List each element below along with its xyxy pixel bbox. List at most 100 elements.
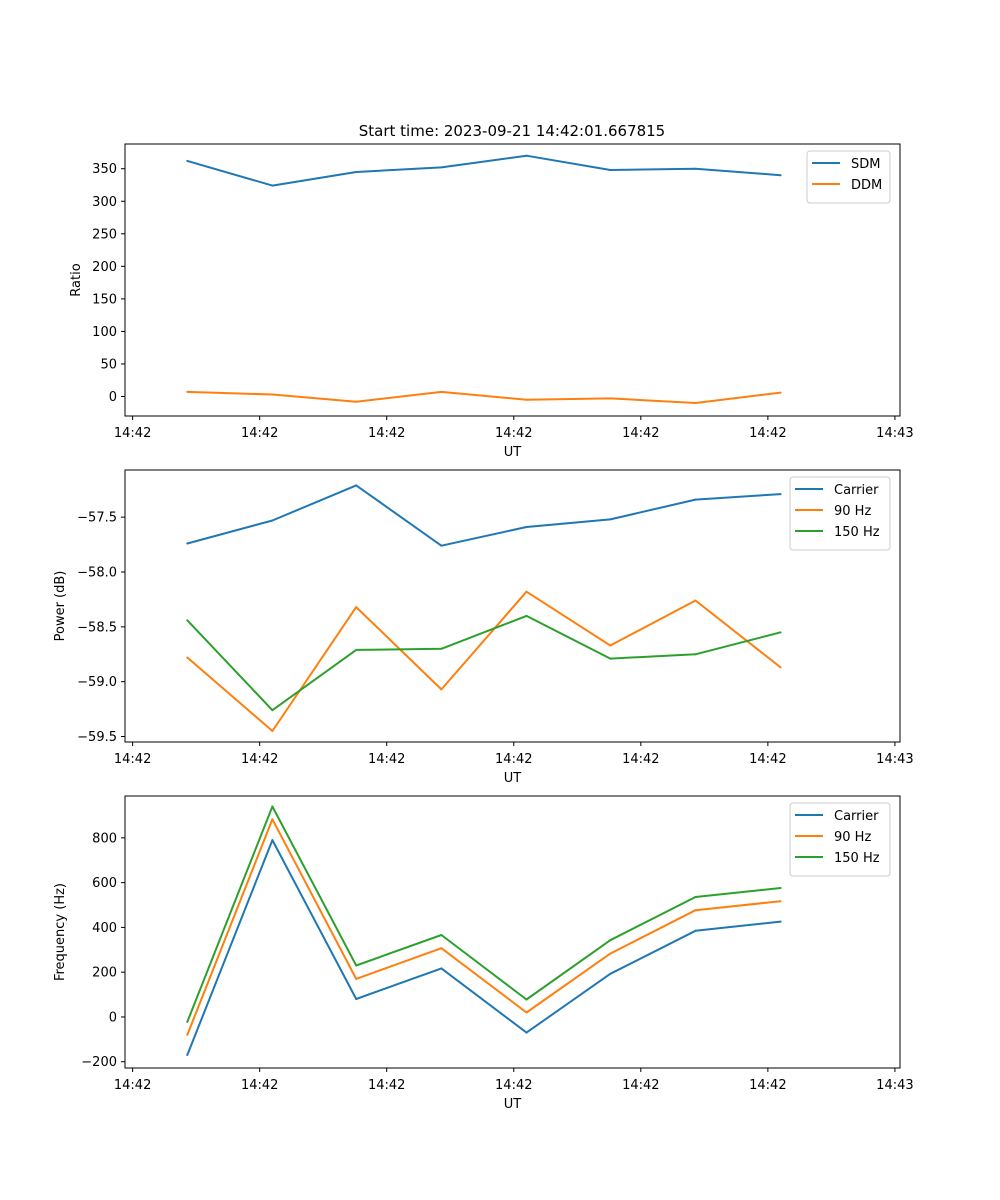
data-point-150-hz [609,657,612,660]
x-tick-label: 14:42 [622,752,659,767]
data-point-150-hz [779,887,782,890]
data-point-sdm [609,169,612,172]
axes-frame [124,469,901,743]
data-point-carrier [271,839,274,842]
data-point-ddm [694,401,697,404]
legend-label: 90 Hz [834,830,871,845]
y-axis-label: Frequency (Hz) [53,883,68,981]
y-tick-label: 300 [92,195,117,210]
x-axis-label: UT [504,445,522,460]
data-point-sdm [694,167,697,170]
y-tick-label: 150 [92,292,117,307]
data-point-carrier [355,998,358,1001]
x-tick-label: 14:43 [876,752,913,767]
series-line-carrier [187,484,781,547]
x-tick-label: 14:42 [749,426,786,441]
data-point-90-hz [440,688,443,691]
x-tick-label: 14:42 [114,426,151,441]
y-tick-label: 100 [92,325,117,340]
frequency-chart: −200 0 200 400 600 800 14:42 14:42 14:42 14:42 14:… [53,795,914,1112]
data-point-carrier [609,972,612,975]
y-tick-label: 0 [109,1010,117,1025]
data-point-sdm [525,154,528,157]
data-point-150-hz [271,805,274,808]
data-point-150-hz [186,619,189,622]
series-line-ddm [187,390,781,404]
x-tick-label: 14:42 [241,426,278,441]
data-point-carrier [694,498,697,501]
y-tick-label: 200 [92,966,117,981]
y-tick-label: −59.5 [77,730,117,745]
data-point-90-hz [525,1011,528,1014]
x-tick-label: 14:42 [622,426,659,441]
series-line-150-hz [186,614,781,712]
x-tick-label: 14:42 [368,752,405,767]
data-point-carrier [186,542,189,545]
axes-frame [124,143,901,417]
data-point-150-hz [694,895,697,898]
y-axis-label: Ratio [69,263,84,296]
series-line-carrier [186,839,781,1056]
series-line-90-hz [186,590,782,732]
y-tick-label: 0 [109,390,117,405]
x-tick-label: 14:42 [241,752,278,767]
data-point-90-hz [440,947,443,950]
legend-label: 150 Hz [834,525,880,540]
y-tick-label: −59.0 [77,675,117,690]
data-point-90-hz [186,656,189,659]
data-point-150-hz [355,964,358,967]
data-point-carrier [440,544,443,547]
legend-label: SDM [851,157,880,172]
x-tick-label: 14:42 [495,752,532,767]
y-tick-label: 400 [92,921,117,936]
x-axis-label: UT [504,771,522,786]
x-tick-label: 14:42 [368,426,405,441]
legend: Carrier 90 Hz 150 Hz [789,476,891,551]
data-point-90-hz [525,590,528,593]
legend-label: Carrier [834,483,879,498]
x-tick-label: 14:42 [368,1078,405,1093]
legend-label: Carrier [834,809,879,824]
data-point-sdm [186,159,189,162]
data-point-sdm [779,174,782,177]
series-line-150-hz [186,805,781,1023]
data-point-carrier [694,929,697,932]
data-point-carrier [355,484,358,487]
data-point-sdm [271,184,274,187]
y-tick-label: 200 [92,260,117,275]
legend: Carrier 90 Hz 150 Hz [789,802,891,877]
data-point-150-hz [694,653,697,656]
x-tick-label: 14:43 [876,426,913,441]
data-point-150-hz [271,709,274,712]
y-axis-label: Power (dB) [53,571,68,642]
data-point-90-hz [355,606,358,609]
series-line-90-hz [186,818,781,1036]
x-tick-label: 14:42 [114,1078,151,1093]
data-point-carrier [779,920,782,923]
data-point-ddm [779,391,782,394]
x-tick-label: 14:42 [241,1078,278,1093]
data-point-carrier [440,967,443,970]
x-tick-label: 14:43 [876,1078,913,1093]
data-point-carrier [525,526,528,529]
data-point-90-hz [779,900,782,903]
y-tick-label: 350 [92,162,117,177]
y-tick-label: −58.5 [77,620,117,635]
legend: SDM DDM [806,150,891,204]
power-chart: −59.5 −59.0 −58.5 −58.0 −57.5 14:42 14:42 14:42… [53,469,914,786]
y-tick-label: 250 [92,227,117,242]
axes-frame [124,795,901,1069]
y-tick-label: −200 [81,1055,117,1070]
data-point-150-hz [440,934,443,937]
data-point-carrier [779,493,782,496]
legend-label: 150 Hz [834,851,880,866]
y-tick-label: 50 [100,357,117,372]
data-point-sdm [355,170,358,173]
data-point-sdm [440,166,443,169]
data-point-carrier [271,519,274,522]
data-point-90-hz [609,644,612,647]
y-tick-label: −57.5 [77,511,117,526]
data-point-150-hz [525,614,528,617]
data-point-90-hz [271,818,274,821]
ratio-chart: 0 50 100 150 200 250 300 350 14:42 14:42 14:42 14:4… [69,143,914,460]
